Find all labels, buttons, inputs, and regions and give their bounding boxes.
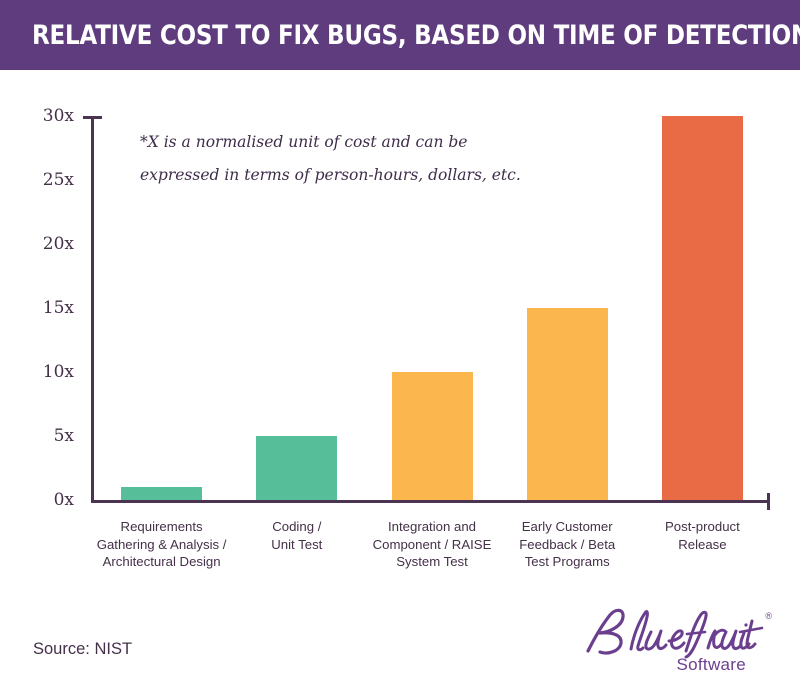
x-label-line: Architectural Design xyxy=(102,554,221,569)
bar-integration-system-test[interactable] xyxy=(391,372,473,500)
y-tick-5: 5x xyxy=(53,426,74,446)
x-label-line: Feedback / Beta xyxy=(519,536,616,552)
bluefruit-logo: ® Software xyxy=(574,605,774,677)
bar-early-customer-feedback[interactable] xyxy=(526,308,608,500)
bar-slot-2 xyxy=(229,116,364,500)
y-tick-15: 15x xyxy=(42,298,74,318)
x-axis-right-cap xyxy=(767,493,770,510)
chart-header: RELATIVE COST TO FIX BUGS, BASED ON TIME… xyxy=(0,0,800,70)
annotation-line-2: expressed in terms of person-hours, doll… xyxy=(140,166,521,184)
bar-coding-unit-test[interactable] xyxy=(256,436,338,500)
x-label-line: Early Customer xyxy=(521,519,613,534)
y-tick-0: 0x xyxy=(53,490,74,510)
x-label-line: Release xyxy=(678,536,727,552)
x-label-line: Test Programs xyxy=(524,554,610,569)
x-label-line: Requirements xyxy=(120,519,203,534)
x-axis-tick-labels: Requirements Gathering & Analysis / Arch… xyxy=(94,518,770,571)
y-tick-30: 30x xyxy=(42,106,74,126)
annotation-note: *X is a normalised unit of cost and can … xyxy=(140,126,570,192)
annotation-line-1: *X is a normalised unit of cost and can … xyxy=(140,133,468,151)
bluefruit-wordmark-icon xyxy=(586,608,764,659)
page-title: RELATIVE COST TO FIX BUGS, BASED ON TIME… xyxy=(32,19,800,51)
x-label-early-customer-feedback: Early Customer Feedback / Beta Test Prog… xyxy=(500,518,635,571)
bar-series xyxy=(94,116,770,500)
x-label-integration-system-test: Integration and Component / RAISE System… xyxy=(364,518,499,571)
registered-trademark-icon: ® xyxy=(765,611,772,621)
y-axis-tick-labels: 30x 25x 20x 15x 10x 5x 0x xyxy=(22,70,74,600)
y-axis-top-cap xyxy=(83,116,102,119)
x-label-line: Gathering & Analysis / xyxy=(96,536,227,552)
x-label-line: Integration and xyxy=(388,519,476,534)
bar-slot-3 xyxy=(364,116,499,500)
y-tick-10: 10x xyxy=(42,362,74,382)
logo-subtitle: Software xyxy=(676,655,746,674)
y-tick-25: 25x xyxy=(42,170,74,190)
y-tick-20: 20x xyxy=(42,234,74,254)
x-label-coding-unit-test: Coding / Unit Test xyxy=(229,518,364,571)
source-label: Source: NIST xyxy=(33,640,133,658)
x-label-line: Coding / xyxy=(272,519,322,534)
bar-slot-5 xyxy=(635,116,770,500)
bar-slot-1 xyxy=(94,116,229,500)
x-label-line: Unit Test xyxy=(271,536,323,552)
bar-slot-4 xyxy=(500,116,635,500)
bar-post-product-release[interactable] xyxy=(661,116,743,500)
x-label-line: Post-product xyxy=(665,519,740,534)
x-label-post-product-release: Post-product Release xyxy=(635,518,770,571)
y-axis-line xyxy=(91,116,94,503)
x-axis-line xyxy=(91,500,770,503)
plot-region xyxy=(94,116,770,500)
bar-requirements[interactable] xyxy=(121,487,203,500)
x-label-line: System Test xyxy=(396,554,468,569)
x-label-requirements: Requirements Gathering & Analysis / Arch… xyxy=(94,518,229,571)
chart-area: 30x 25x 20x 15x 10x 5x 0x xyxy=(0,70,800,600)
x-label-line: Component / RAISE xyxy=(372,536,492,552)
